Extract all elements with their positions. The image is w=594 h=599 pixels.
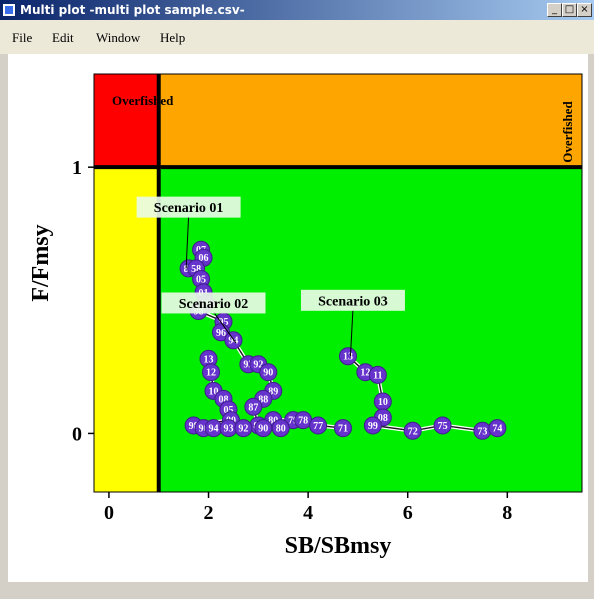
quadrant-label-top-right: Overfished (560, 101, 575, 163)
menu-window[interactable]: Window (96, 30, 141, 45)
x-tick-label-4: 8 (502, 502, 512, 524)
menu-edit[interactable]: Edit (52, 30, 74, 45)
scenario-label-box-2 (161, 292, 266, 314)
series-1-point-label-2: 06 (199, 253, 209, 264)
series-2-point-13 (271, 419, 290, 438)
title-bar: Multi plot -multi plot sample.csv- _ □ × (0, 0, 594, 20)
series-2-point-label-9: 94 (209, 424, 219, 435)
restore-button[interactable]: □ (562, 3, 577, 17)
scenario-label-3: Scenario 03 (318, 294, 388, 309)
series-3-point-1 (338, 347, 357, 366)
quadrant-top-right (158, 74, 583, 168)
scenario-connector-2 (213, 311, 237, 344)
series-1-point-label-12: 93 (243, 360, 253, 371)
series-1-point-23 (333, 419, 352, 438)
series-1-point-label-20: 79 (288, 416, 298, 427)
x-axis-label: SB/SBmsy (285, 533, 392, 559)
series-3-point-label-7: 72 (408, 426, 418, 437)
y-tick-label-1: 1 (72, 157, 82, 179)
close-button[interactable]: × (577, 3, 592, 17)
series-1-point-label-13: 92 (253, 360, 263, 371)
series-3-point-label-3: 11 (373, 370, 382, 381)
menu-help[interactable]: Help (160, 30, 186, 45)
series-3-point-label-4: 10 (378, 397, 388, 408)
series-1-point-label-11: 94 (228, 336, 238, 347)
x-tick-label-3: 6 (403, 502, 413, 524)
series-3-point-label-9: 73 (477, 426, 487, 437)
series-1-point-label-9: 95 (218, 317, 228, 328)
series-2-point-label-4: 08 (218, 394, 228, 405)
plot-frame (93, 73, 583, 493)
app-icon (2, 3, 16, 17)
scenario-connector-3 (349, 309, 354, 357)
series-1-point-14 (259, 363, 278, 382)
scenario-label-box-3 (300, 289, 405, 311)
series-3-point-label-5: 08 (378, 413, 388, 424)
series-1-point-label-21: 78 (298, 416, 308, 427)
series-2-point-label-10: 93 (223, 424, 233, 435)
series-3-point-label-10: 74 (492, 424, 502, 435)
quadrant-bottom-left (94, 167, 159, 492)
series-1-point-label-17: 87 (248, 402, 258, 413)
series-2-point-label-2: 12 (206, 368, 216, 379)
menu-file[interactable]: File (12, 30, 33, 45)
series-3-point-label-8: 75 (438, 421, 448, 432)
series-2-point-2 (202, 363, 221, 382)
series-3-point-label-2: 12 (360, 368, 370, 379)
x-tick-label-2: 4 (303, 502, 313, 524)
x-tick-label-0: 0 (104, 502, 114, 524)
series-2-point-label-11: 92 (238, 424, 248, 435)
series-1-point-22 (309, 416, 328, 435)
minimize-button[interactable]: _ (547, 3, 562, 17)
series-1-point-label-16: 88 (258, 394, 268, 405)
series-1-point-label-22: 77 (313, 421, 323, 432)
series-3-point-3 (368, 365, 387, 384)
series-1-point-label-19: 80 (268, 416, 278, 427)
scenario-connector-1 (185, 216, 190, 269)
scenario-label-box-1 (136, 196, 241, 218)
scenario-label-2: Scenario 02 (179, 297, 249, 312)
series-1-point-label-23: 71 (338, 424, 348, 435)
series-2-point-label-12: 90 (258, 424, 268, 435)
series-2-point-label-7: 98 (189, 421, 199, 432)
series-1-point-17 (244, 397, 263, 416)
series-3-point-8 (433, 416, 452, 435)
quadrant-top-left (94, 74, 159, 168)
series-2-point-11 (234, 419, 253, 438)
series-1-point-label-14: 90 (263, 368, 273, 379)
series-1-point-label-10: 96 (216, 328, 226, 339)
x-tick-label-1: 2 (204, 502, 214, 524)
series-3-point-label-1: 13 (343, 352, 353, 363)
series-3-point-6 (363, 416, 382, 435)
series-2-point-label-5: 05 (223, 405, 233, 416)
y-tick-label-0: 0 (72, 423, 82, 445)
window-title: Multi plot -multi plot sample.csv- (20, 3, 245, 17)
series-3-point-label-6: 99 (368, 421, 378, 432)
series-1-point-label-4: 58 (191, 264, 201, 275)
series-1-point-label-15: 89 (268, 386, 278, 397)
series-1-point-label-5: 05 (196, 275, 206, 286)
series-2-point-label-13: 80 (276, 424, 286, 435)
series-2-point-label-1: 13 (204, 354, 214, 365)
series-2-point-label-3: 10 (209, 386, 219, 397)
menu-bar: File Edit Window Help (0, 20, 594, 54)
quadrant-label-top-left: Overfished (112, 93, 174, 108)
series-2-point-label-8: 96 (199, 424, 209, 435)
status-bar (0, 582, 594, 599)
scenario-label-1: Scenario 01 (154, 201, 224, 216)
series-3-point-10 (488, 419, 507, 438)
series-3-point-7 (403, 421, 422, 440)
y-axis-label: F/Fmsy (28, 224, 54, 301)
